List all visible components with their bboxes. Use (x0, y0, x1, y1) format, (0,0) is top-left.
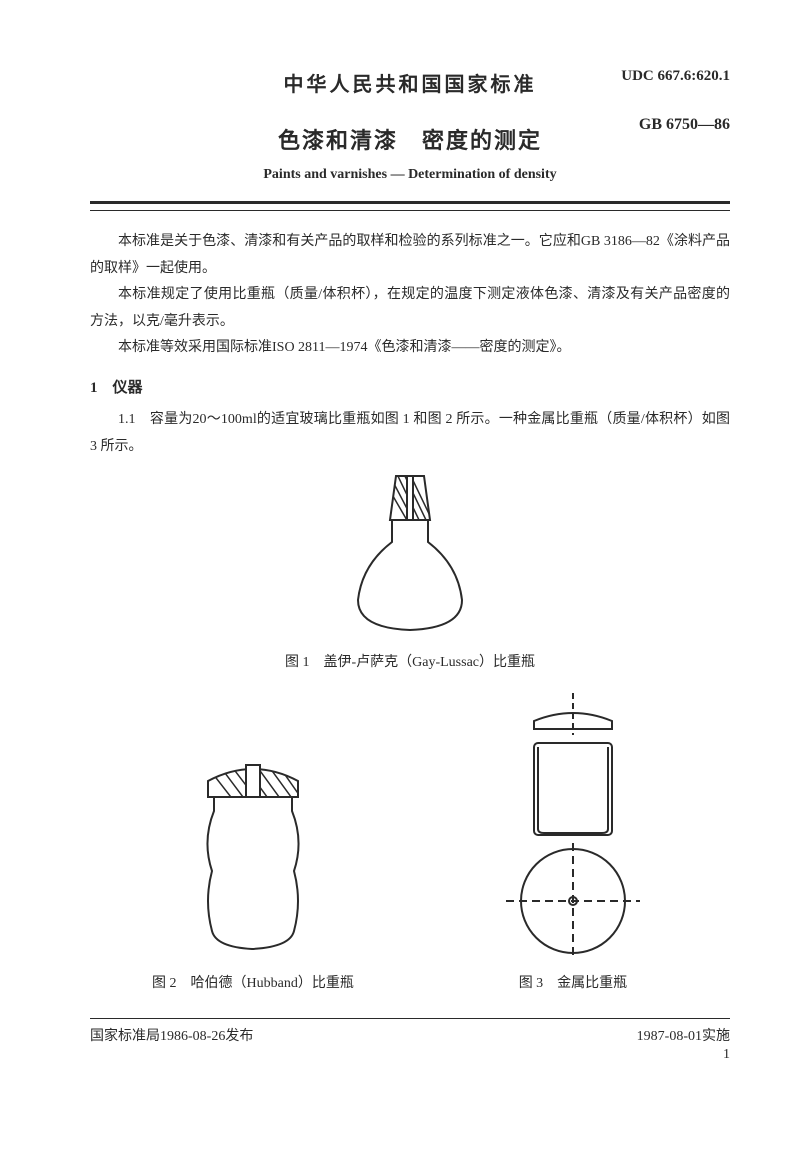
page-number: 1 (90, 1047, 730, 1063)
clause-1-1: 1.1 容量为20～100ml的适宜玻璃比重瓶如图 1 和图 2 所示。一种金属… (90, 407, 730, 460)
figure-2-caption: 图 2 哈伯德（Hubband）比重瓶 (152, 972, 354, 992)
figure-2: 图 2 哈伯德（Hubband）比重瓶 (152, 751, 354, 992)
header-block: UDC 667.6:620.1 GB 6750—86 中华人民共和国国家标准 色… (90, 68, 730, 183)
section-1-heading: 1 仪器 (90, 376, 730, 397)
gay-lussac-bottle-svg (330, 470, 490, 640)
footer: 国家标准局1986-08-26发布 1987-08-01实施 (90, 1018, 730, 1045)
divider-thin (90, 210, 730, 211)
udc-code: UDC 667.6:620.1 (621, 68, 730, 85)
figures-2-3-row: 图 2 哈伯德（Hubband）比重瓶 (90, 691, 730, 992)
main-title: 色漆和清漆 密度的测定 (90, 123, 730, 155)
intro-paragraph-3: 本标准等效采用国际标准ISO 2811—1974《色漆和清漆——密度的测定》。 (90, 335, 730, 362)
metal-pycnometer-svg (478, 691, 668, 961)
footer-effective-date: 1987-08-01实施 (637, 1025, 730, 1045)
figure-1-caption: 图 1 盖伊-卢萨克（Gay-Lussac）比重瓶 (90, 651, 730, 671)
divider-thick (90, 201, 730, 204)
footer-issue-date: 国家标准局1986-08-26发布 (90, 1025, 253, 1045)
intro-paragraph-2: 本标准规定了使用比重瓶（质量/体积杯），在规定的温度下测定液体色漆、清漆及有关产… (90, 282, 730, 335)
figure-3: 图 3 金属比重瓶 (478, 691, 668, 992)
intro-paragraph-1: 本标准是关于色漆、清漆和有关产品的取样和检验的系列标准之一。它应和GB 3186… (90, 229, 730, 282)
figure-3-caption: 图 3 金属比重瓶 (478, 972, 668, 992)
gb-code: GB 6750—86 (639, 116, 730, 134)
sub-title-english: Paints and varnishes — Determination of … (90, 167, 730, 183)
hubband-bottle-svg (168, 751, 338, 961)
figure-1: 图 1 盖伊-卢萨克（Gay-Lussac）比重瓶 (90, 470, 730, 671)
